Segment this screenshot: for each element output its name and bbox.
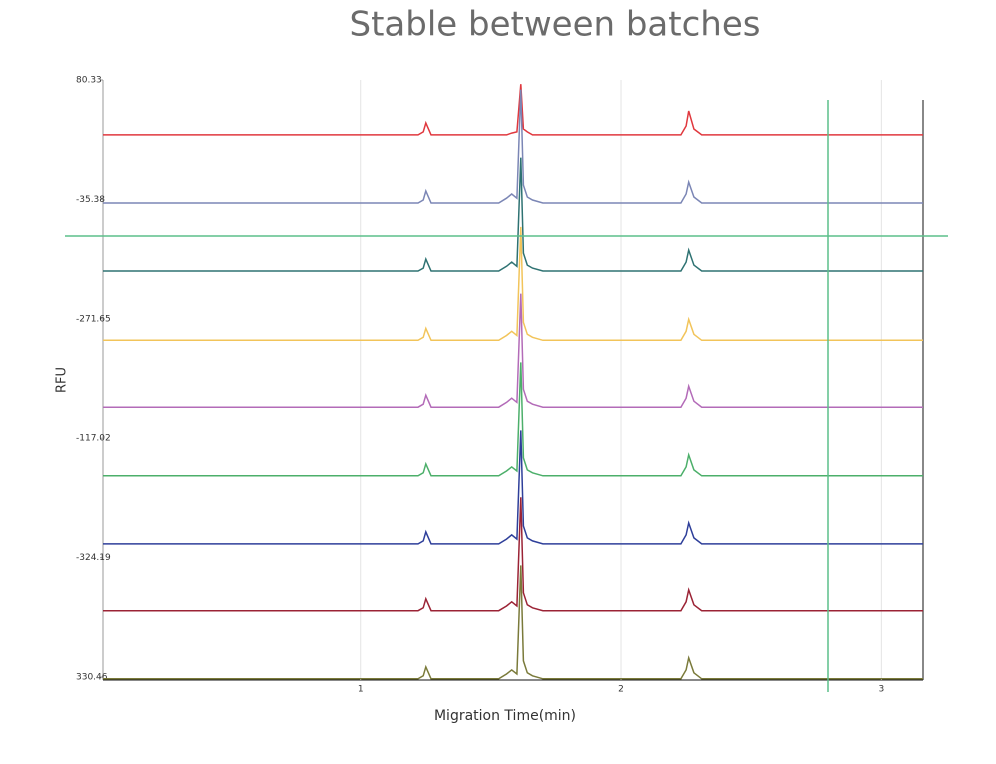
x-tick-label: 1 xyxy=(358,685,364,695)
trace xyxy=(103,565,923,680)
y-axis-label: RFU xyxy=(55,367,70,393)
y-tick-label: 80.33 xyxy=(76,76,102,86)
y-tick-label: -271.65 xyxy=(76,314,111,324)
chart-title: Stable between batches xyxy=(350,5,761,45)
x-tick-label: 3 xyxy=(878,685,884,695)
y-tick-label: -117.02 xyxy=(76,434,111,444)
trace xyxy=(103,157,923,272)
x-tick-label: 2 xyxy=(618,685,624,695)
y-tick-label: 330.46 xyxy=(76,673,108,683)
trace xyxy=(103,430,923,545)
x-axis-label: Migration Time(min) xyxy=(434,708,576,724)
trace xyxy=(103,226,923,342)
y-tick-label: -35.38 xyxy=(76,195,105,205)
trace xyxy=(103,89,923,204)
trace xyxy=(103,84,923,136)
plot-area: 1 2 3 80.33 -35.38 -271.65 -117.02 -324.19 330.4… xyxy=(76,76,923,695)
trace xyxy=(103,362,923,477)
trace xyxy=(103,293,923,408)
y-tick-label: -324.19 xyxy=(76,553,111,563)
trace xyxy=(103,497,923,612)
